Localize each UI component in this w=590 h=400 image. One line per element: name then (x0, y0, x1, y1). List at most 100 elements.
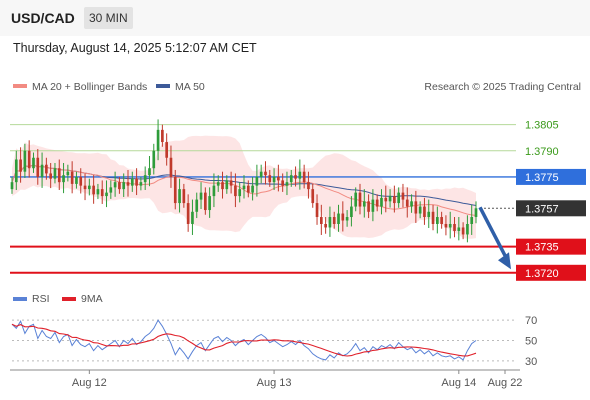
rsi-line (11, 319, 477, 361)
candle-body (225, 180, 229, 190)
price-label-bg-4 (516, 238, 586, 255)
price-label-bg-2 (516, 168, 586, 185)
price-label-2: 1.3775 (525, 172, 559, 184)
candle-body (397, 192, 400, 204)
candle-body (105, 192, 108, 197)
candle-body (148, 168, 151, 176)
candle-body (401, 192, 405, 200)
price-label-1: 1.3790 (525, 146, 559, 158)
candle-body (444, 223, 448, 228)
candle-body (130, 178, 134, 186)
forecast-arrow-head (498, 252, 511, 270)
candle-body (229, 180, 233, 186)
candle-body (341, 213, 345, 221)
x-tick-0: Aug 12 (72, 377, 107, 389)
candle-body (75, 176, 78, 184)
rsi-tick-0: 70 (525, 315, 537, 327)
candle-body (156, 129, 160, 151)
legend-ma50: MA 50 (175, 81, 205, 93)
candle-body (354, 192, 358, 207)
candle-body (161, 129, 164, 143)
candle-body (216, 182, 220, 186)
candle-body (173, 176, 177, 204)
candle-body (27, 150, 31, 169)
legend-rsi-ma-swatch (62, 297, 76, 301)
candle-body (268, 175, 272, 183)
candle-body (423, 206, 426, 218)
candle-body (302, 171, 306, 183)
level-lines (10, 124, 516, 274)
candle-body (345, 217, 349, 221)
candle-body (367, 201, 370, 212)
candle-body (32, 157, 35, 169)
credit-text: Research © 2025 Trading Central (424, 81, 581, 93)
candle-body (289, 175, 293, 183)
candle-body (328, 217, 332, 228)
candle-body (427, 211, 431, 218)
candle-body (212, 185, 216, 197)
price-labels: 1.3805 1.3790 1.3775 1.3757 1.3735 1.3720 (516, 120, 586, 281)
candle-body (19, 159, 22, 172)
candle-body (264, 171, 267, 176)
candle-body (461, 227, 465, 235)
candle-body (324, 223, 327, 228)
legend-rsi: RSI (32, 293, 50, 305)
price-label-3: 1.3757 (525, 203, 559, 215)
candle-body (122, 182, 126, 190)
candle-body (474, 208, 478, 218)
candle-body (191, 211, 194, 224)
candle-body (362, 201, 366, 207)
candle-body (315, 203, 319, 218)
candle-body (311, 189, 315, 204)
candle-body (152, 150, 156, 169)
candle-body (371, 199, 375, 212)
price-label-bg-5 (516, 264, 586, 281)
candle-body (358, 192, 362, 207)
candle-body (307, 182, 310, 190)
x-axis: Aug 12 Aug 13 Aug 14 Aug 22 (72, 370, 522, 389)
candle-body (165, 142, 168, 158)
candle-body (410, 201, 413, 207)
legend-ma20: MA 20 + Bollinger Bands (32, 81, 147, 93)
candle-body (49, 173, 52, 179)
legend-rsi-ma: 9MA (81, 293, 103, 305)
symbol-title: USD/CAD (11, 10, 75, 26)
candle-body (337, 213, 340, 224)
candle-body (40, 164, 44, 177)
candle-body (388, 196, 392, 202)
candle-body (375, 199, 379, 207)
candle-body (431, 211, 435, 224)
candle-body (272, 176, 276, 183)
rsi-tick-2: 30 (525, 356, 537, 368)
candle-body (178, 189, 181, 204)
candle-body (320, 217, 323, 224)
candle-body (285, 182, 289, 186)
candle-body (126, 182, 130, 186)
candle-body (135, 178, 138, 186)
candle-body (169, 157, 173, 177)
chart-datetime: Thursday, August 14, 2025 5:12:07 AM CET (13, 41, 257, 55)
candle-body (281, 180, 284, 186)
candle-body (259, 171, 263, 177)
candle-body (380, 197, 383, 207)
candle-body (418, 206, 422, 214)
candle-body (384, 197, 388, 202)
candle-body (251, 185, 254, 193)
legend-ma50-swatch (156, 84, 170, 88)
candle-body (36, 157, 40, 177)
candle-body (53, 168, 57, 179)
candle-body (298, 171, 302, 179)
candle-body (10, 182, 14, 190)
candle-body (350, 206, 353, 218)
candle-body (221, 182, 224, 190)
candle-body (118, 182, 121, 190)
candle-body (62, 175, 65, 183)
candle-body (79, 176, 83, 186)
interval-button[interactable]: 30 MIN (84, 7, 133, 29)
candle-body (204, 192, 207, 211)
legend-ma20-swatch (13, 84, 27, 88)
forecast-arrow-shaft (478, 206, 510, 263)
x-tick-1: Aug 13 (257, 377, 292, 389)
